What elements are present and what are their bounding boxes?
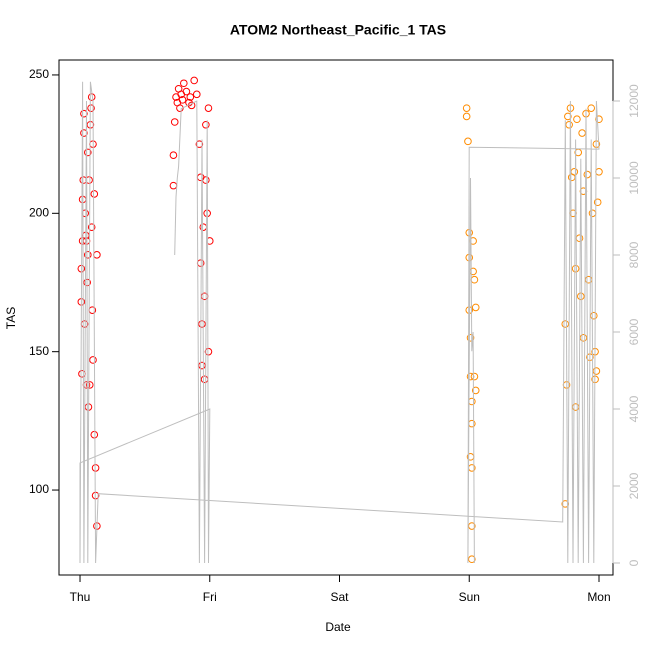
x-tick-label: Sat xyxy=(330,590,349,604)
point xyxy=(589,311,598,320)
x-axis-label: Date xyxy=(325,620,351,634)
point xyxy=(80,129,88,137)
point xyxy=(470,275,479,284)
point xyxy=(466,334,475,342)
y2-tick-label: 6000 xyxy=(627,318,641,345)
point xyxy=(573,115,581,124)
point xyxy=(200,375,209,384)
point xyxy=(200,292,209,301)
point xyxy=(195,140,204,148)
y-tick-label: 150 xyxy=(29,344,49,358)
point xyxy=(462,112,471,121)
point xyxy=(204,347,213,356)
point xyxy=(87,223,96,231)
point xyxy=(471,303,480,312)
point xyxy=(561,320,570,328)
point xyxy=(89,356,97,364)
point xyxy=(564,112,572,121)
chart-title: ATOM2 Northeast_Pacific_1 TAS xyxy=(230,22,446,38)
point xyxy=(592,367,601,375)
y2-tick-label: 4000 xyxy=(627,395,641,422)
point xyxy=(577,292,585,301)
point xyxy=(84,251,92,259)
point xyxy=(91,464,100,472)
point xyxy=(471,386,480,395)
y2-tick-label: 8000 xyxy=(627,241,641,268)
point xyxy=(80,109,88,118)
x-tick-label: Fri xyxy=(203,590,217,604)
y-tick-label: 100 xyxy=(29,482,49,496)
point xyxy=(204,104,213,112)
point xyxy=(178,96,187,104)
point xyxy=(593,198,602,207)
point xyxy=(565,120,573,129)
y2-tick-label: 0 xyxy=(627,559,641,566)
point xyxy=(85,381,94,389)
point xyxy=(578,129,586,137)
point xyxy=(464,137,472,146)
point xyxy=(571,403,580,411)
y-tick-label: 250 xyxy=(29,67,49,81)
point xyxy=(588,209,597,218)
point xyxy=(190,76,198,85)
point xyxy=(192,90,201,99)
point xyxy=(198,361,206,370)
x-tick-label: Sun xyxy=(459,590,480,604)
point xyxy=(468,397,476,406)
point xyxy=(587,104,596,112)
point xyxy=(470,372,479,381)
point xyxy=(571,264,580,273)
y2-tick-label: 12000 xyxy=(627,84,641,118)
y-axis-label: TAS xyxy=(4,307,18,329)
point xyxy=(583,170,592,179)
point xyxy=(584,275,593,284)
point xyxy=(570,168,579,176)
point xyxy=(595,115,603,124)
point xyxy=(84,148,92,157)
point xyxy=(575,234,584,243)
point xyxy=(186,93,195,101)
point xyxy=(595,168,603,176)
y2-tick-label: 2000 xyxy=(627,472,641,499)
point xyxy=(180,79,188,88)
y2-tick-label: 10000 xyxy=(627,161,641,195)
point xyxy=(87,104,95,112)
point xyxy=(169,181,178,190)
altitude-line xyxy=(79,81,600,564)
point xyxy=(90,430,99,439)
point xyxy=(579,334,588,342)
y-tick-label: 200 xyxy=(29,205,49,219)
point xyxy=(202,176,210,184)
point xyxy=(182,87,191,96)
point xyxy=(169,151,178,159)
point xyxy=(198,320,206,328)
point xyxy=(78,370,86,378)
point xyxy=(170,118,179,126)
x-tick-label: Mon xyxy=(587,590,610,604)
point xyxy=(202,120,210,129)
point xyxy=(468,555,476,564)
x-tick-label: Thu xyxy=(70,590,91,604)
point xyxy=(462,104,471,112)
point xyxy=(93,251,101,259)
plot-box xyxy=(58,59,614,576)
point xyxy=(90,190,99,198)
point xyxy=(468,419,476,428)
